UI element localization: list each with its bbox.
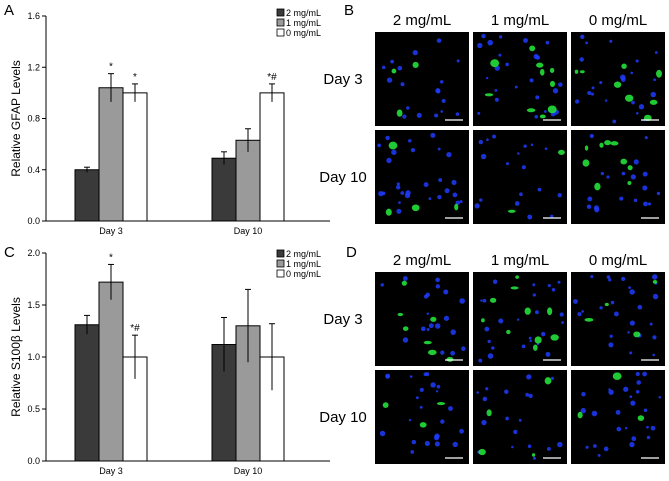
micrograph-image [571, 130, 665, 224]
y-tick-label: 1.5 [27, 300, 40, 310]
x-tick-label: Day 10 [234, 466, 263, 476]
micrograph-row-label: Day 10 [319, 409, 367, 426]
micrograph-image [473, 370, 567, 464]
micrograph-image [375, 32, 469, 126]
legend-label: 0 mg/mL [286, 28, 321, 38]
micrograph-grid-b: 2 mg/mL 1 mg/mL 0 mg/mL Day 3 Day 10 [319, 12, 665, 224]
y-tick-label: 1.0 [27, 352, 40, 362]
micrograph-image [375, 130, 469, 224]
micrograph-row-label: Day 3 [323, 71, 362, 88]
legend-label: 1 mg/mL [286, 259, 321, 269]
legend-swatch [276, 249, 285, 258]
micrograph-row-label: Day 3 [323, 311, 362, 328]
legend-swatch [276, 269, 285, 278]
y-axis-label: Relative S100β Levels [9, 297, 23, 417]
micrograph-image [571, 370, 665, 464]
bar [98, 281, 124, 462]
micrograph-column-label: 2 mg/mL [393, 12, 451, 29]
bar [74, 169, 100, 222]
y-tick-label: 0.8 [27, 114, 40, 124]
y-tick-label: 0.4 [27, 165, 40, 175]
panel-letter-a: A [4, 2, 14, 19]
legend-label: 2 mg/mL [286, 249, 321, 259]
chart-s100b: 0.0 0.5 1.0 1.5 2.0 Relative S100β Levels * *# D… [9, 248, 330, 476]
micrograph-image [473, 272, 567, 366]
micrograph-image [473, 32, 567, 126]
micrograph-image [571, 272, 665, 366]
panel-letter-c: C [4, 244, 15, 261]
significance-label: *# [267, 72, 277, 83]
y-tick-label: 0.0 [27, 216, 40, 226]
legend-swatch [276, 28, 285, 37]
y-tick-label: 1.6 [27, 11, 40, 21]
y-tick-label: 0.5 [27, 404, 40, 414]
x-tick-label: Day 3 [99, 226, 123, 236]
micrograph-image [375, 370, 469, 464]
x-tick-label: Day 3 [99, 466, 123, 476]
bar [98, 87, 124, 222]
panel-letter-b: B [344, 2, 354, 19]
bar [259, 92, 285, 222]
micrograph-grid-d: 2 mg/mL 1 mg/mL 0 mg/mL Day 3 Day 10 [319, 252, 665, 464]
y-tick-label: 0.0 [27, 456, 40, 466]
legend-label: 0 mg/mL [286, 269, 321, 279]
legend-label: 1 mg/mL [286, 18, 321, 28]
micrograph-column-label: 1 mg/mL [491, 252, 549, 269]
micrograph-column-label: 0 mg/mL [589, 252, 647, 269]
micrograph-column-label: 2 mg/mL [393, 252, 451, 269]
legend-swatch [276, 18, 285, 27]
bar [259, 356, 285, 462]
bar [211, 157, 237, 222]
micrograph-row-label: Day 10 [319, 169, 367, 186]
significance-label: *# [130, 323, 140, 334]
legend-label: 2 mg/mL [286, 8, 321, 18]
micrograph-column-label: 1 mg/mL [491, 12, 549, 29]
bar [235, 139, 261, 222]
significance-label: * [109, 252, 113, 263]
micrograph-image [571, 32, 665, 126]
x-tick-label: Day 10 [234, 226, 263, 236]
y-axis-label: Relative GFAP Levels [9, 60, 23, 177]
significance-label: * [133, 72, 137, 83]
y-tick-label: 1.2 [27, 62, 40, 72]
legend-swatch [276, 259, 285, 268]
legend-swatch [276, 8, 285, 17]
bar [122, 92, 148, 222]
y-tick-label: 2.0 [27, 248, 40, 258]
micrograph-image [473, 130, 567, 224]
chart-gfap: 0.0 0.4 0.8 1.2 1.6 Relative GFAP Levels * * Day… [9, 8, 330, 236]
bar [74, 324, 100, 462]
panel-letter-d: D [346, 244, 357, 261]
micrograph-image [375, 272, 469, 366]
significance-label: * [109, 62, 113, 73]
micrograph-column-label: 0 mg/mL [589, 12, 647, 29]
